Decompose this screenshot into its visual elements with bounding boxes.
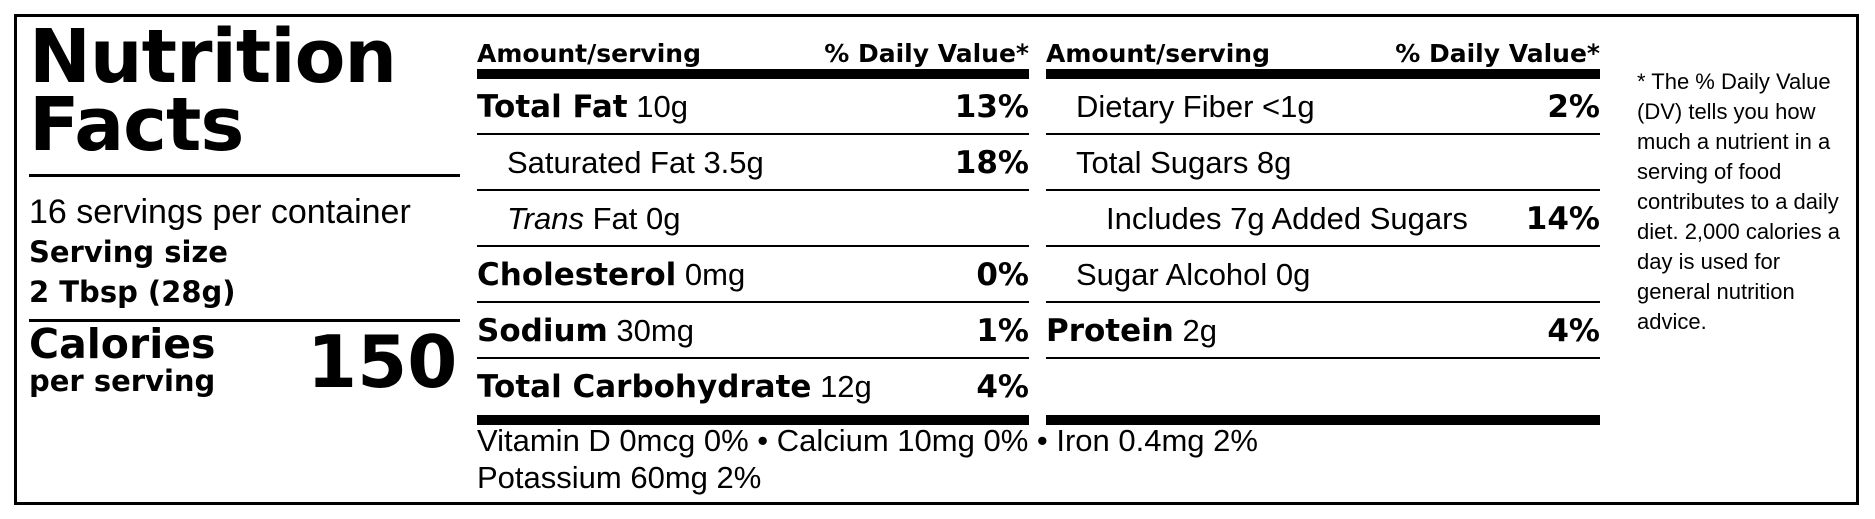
nutrient-name: Sodium	[477, 313, 608, 349]
nutrient-row-cholesterol: Cholesterol 0mg 0%	[477, 247, 1029, 303]
nutrient-amount: 0mg	[676, 257, 746, 292]
calories-value: 150	[307, 320, 458, 404]
nutrient-text: Saturated Fat 3.5g	[507, 145, 764, 180]
serving-divider	[29, 319, 460, 322]
title-line-2: Facts	[29, 82, 244, 168]
nutrient-amount: 2g	[1173, 313, 1217, 348]
vitamins-minerals: Vitamin D 0mcg 0% • Calcium 10mg 0% • Ir…	[477, 422, 1258, 496]
thick-rule-bottom	[1046, 415, 1600, 425]
column-header: Amount/serving % Daily Value*	[1046, 29, 1600, 69]
nutrient-text: Sugar Alcohol 0g	[1076, 257, 1311, 292]
nutrient-row-trans-fat: Trans Fat 0g	[477, 191, 1029, 247]
serving-size-label: Serving size	[29, 235, 228, 269]
daily-value-footnote: * The % Daily Value (DV) tells you how m…	[1637, 69, 1841, 334]
title-line-1: Nutrition	[29, 14, 397, 100]
thick-rule	[1046, 69, 1600, 79]
label-title: Nutrition Facts	[29, 14, 397, 168]
nutrient-name: Protein	[1046, 313, 1174, 349]
title-divider	[29, 174, 460, 177]
nutrition-label: Nutrition Facts 16 servings per containe…	[14, 14, 1859, 505]
nutrient-text: Includes 7g Added Sugars	[1106, 201, 1468, 236]
vitamins-line-2: Potassium 60mg 2%	[477, 460, 762, 495]
nutrient-row-total-sugars: Total Sugars 8g	[1046, 135, 1600, 191]
nutrient-row-saturated-fat: Saturated Fat 3.5g 18%	[477, 135, 1029, 191]
nutrient-row-empty	[1046, 359, 1600, 415]
nutrient-dv: 1%	[976, 313, 1029, 349]
nutrient-row-protein: Protein 2g 4%	[1046, 303, 1600, 359]
thick-rule-bottom	[477, 415, 1029, 425]
nutrient-name: Cholesterol	[477, 257, 677, 293]
nutrient-name: Total Fat	[477, 89, 628, 125]
nutrient-amount: Fat 0g	[583, 201, 681, 236]
nutrient-amount: 30mg	[607, 313, 694, 348]
nutrient-dv: 0%	[976, 257, 1029, 293]
daily-value-heading: % Daily Value*	[824, 39, 1029, 68]
calories-sub-label: per serving	[29, 364, 216, 398]
amount-serving-heading: Amount/serving	[1046, 39, 1270, 68]
nutrient-row-dietary-fiber: Dietary Fiber <1g 2%	[1046, 79, 1600, 135]
nutrient-text: Dietary Fiber <1g	[1076, 89, 1315, 124]
nutrient-italic-name: Trans	[507, 201, 584, 236]
nutrient-dv: 2%	[1547, 89, 1600, 125]
amount-serving-heading: Amount/serving	[477, 39, 701, 68]
nutrient-row-sugar-alcohol: Sugar Alcohol 0g	[1046, 247, 1600, 303]
column-header: Amount/serving % Daily Value*	[477, 29, 1029, 69]
nutrient-dv: 14%	[1525, 201, 1600, 237]
nutrient-dv: 4%	[1547, 313, 1600, 349]
thick-rule	[477, 69, 1029, 79]
nutrient-row-added-sugars: Includes 7g Added Sugars 14%	[1046, 191, 1600, 247]
nutrient-text: Total Sugars 8g	[1076, 145, 1292, 180]
daily-value-heading: % Daily Value*	[1395, 39, 1600, 68]
serving-size-value: 2 Tbsp (28g)	[29, 275, 236, 309]
nutrient-row-total-carbohydrate: Total Carbohydrate 12g 4%	[477, 359, 1029, 415]
nutrient-row-sodium: Sodium 30mg 1%	[477, 303, 1029, 359]
nutrient-dv: 4%	[976, 369, 1029, 405]
nutrient-dv: 13%	[954, 89, 1029, 125]
calories-label: Calories	[29, 320, 216, 368]
nutrient-column-2: Amount/serving % Daily Value* Dietary Fi…	[1046, 29, 1600, 425]
nutrient-column-1: Amount/serving % Daily Value* Total Fat …	[477, 29, 1029, 425]
servings-per-container: 16 servings per container	[29, 193, 411, 231]
nutrient-name: Total Carbohydrate	[477, 369, 812, 405]
nutrient-amount: 12g	[811, 369, 872, 404]
nutrient-row-total-fat: Total Fat 10g 13%	[477, 79, 1029, 135]
nutrient-amount: 10g	[627, 89, 688, 124]
nutrient-dv: 18%	[954, 145, 1029, 181]
vitamins-line-1: Vitamin D 0mcg 0% • Calcium 10mg 0% • Ir…	[477, 423, 1258, 458]
